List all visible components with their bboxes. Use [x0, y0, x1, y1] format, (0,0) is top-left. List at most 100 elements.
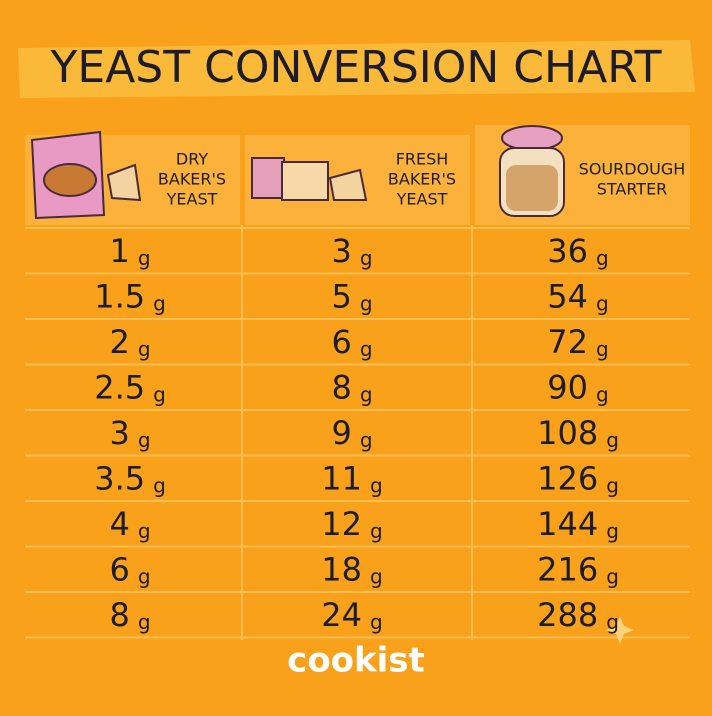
- cell-unit: g: [606, 473, 619, 497]
- cell-unit: g: [138, 428, 151, 452]
- cell-unit: g: [360, 337, 373, 361]
- cell-value: 24: [321, 596, 362, 634]
- cell-unit: g: [596, 291, 609, 315]
- cell: 288 g: [537, 596, 619, 634]
- cell-unit: g: [153, 473, 166, 497]
- title-band: [18, 40, 695, 98]
- cell-unit: g: [138, 337, 151, 361]
- cell-unit: g: [360, 246, 373, 270]
- cell: 18 g: [321, 551, 382, 589]
- cell-value: 3.5: [94, 460, 145, 498]
- column-header: SOURDOUGH: [579, 160, 686, 179]
- table-grid: [25, 225, 690, 640]
- cell-value: 12: [321, 505, 362, 543]
- cell-unit: g: [153, 291, 166, 315]
- icons: [30, 125, 565, 220]
- cell-unit: g: [596, 382, 609, 406]
- cell-value: 2: [109, 323, 129, 361]
- yeast-block-icon: [281, 161, 329, 201]
- crumb-icon: [328, 168, 368, 201]
- title: YEAST CONVERSION CHART: [50, 42, 662, 93]
- cell-value: 11: [321, 460, 362, 498]
- cell: 1.5 g: [94, 278, 166, 316]
- cell-value: 1.5: [94, 278, 145, 316]
- cell-value: 3: [331, 232, 351, 270]
- cell-unit: g: [370, 519, 383, 543]
- brand-logo: cookist: [287, 641, 425, 681]
- cell-value: 126: [537, 460, 598, 498]
- cell-unit: g: [360, 382, 373, 406]
- cell-unit: g: [370, 473, 383, 497]
- cell-unit: g: [596, 246, 609, 270]
- cell-value: 90: [547, 369, 588, 407]
- bread-icon: [43, 163, 97, 197]
- cell: 108 g: [537, 414, 619, 452]
- cell: 36 g: [547, 232, 608, 270]
- cell: 54 g: [547, 278, 608, 316]
- cell-unit: g: [606, 519, 619, 543]
- cell-value: 216: [537, 551, 598, 589]
- cell: 144 g: [537, 505, 619, 543]
- cell: 72 g: [547, 323, 608, 361]
- cell-unit: g: [360, 428, 373, 452]
- cell-unit: g: [360, 291, 373, 315]
- cell-value: 18: [321, 551, 362, 589]
- cell-value: 72: [547, 323, 588, 361]
- cell: 12 g: [321, 505, 382, 543]
- cell-unit: g: [606, 610, 619, 634]
- cell: 3.5 g: [94, 460, 166, 498]
- cell-unit: g: [606, 428, 619, 452]
- cell-value: 288: [537, 596, 598, 634]
- cell: 90 g: [547, 369, 608, 407]
- cell-value: 9: [331, 414, 351, 452]
- cell-value: 3: [109, 414, 129, 452]
- crumb-icon: [106, 163, 142, 202]
- column-header: DRY: [176, 150, 208, 169]
- cell-unit: g: [138, 610, 151, 634]
- cell-value: 8: [109, 596, 129, 634]
- sparkle: [606, 616, 634, 644]
- cell-unit: g: [596, 337, 609, 361]
- cell: 216 g: [537, 551, 619, 589]
- starter-icon: [506, 165, 558, 211]
- cell-unit: g: [153, 382, 166, 406]
- column-header: FRESH: [396, 150, 449, 169]
- cell-value: 6: [109, 551, 129, 589]
- wrapper-icon: [251, 157, 285, 199]
- cell-unit: g: [606, 564, 619, 588]
- cell-value: 144: [537, 505, 598, 543]
- column-header: BAKER'S: [388, 170, 456, 189]
- cell-value: 2.5: [94, 369, 145, 407]
- cell-value: 8: [331, 369, 351, 407]
- cell: 2.5 g: [94, 369, 166, 407]
- cell-value: 36: [547, 232, 588, 270]
- cell: 126 g: [537, 460, 619, 498]
- cell-value: 54: [547, 278, 588, 316]
- cell-value: 5: [331, 278, 351, 316]
- column-header: YEAST: [396, 190, 448, 209]
- cell-value: 108: [537, 414, 598, 452]
- column-header: STARTER: [597, 180, 668, 199]
- cell-unit: g: [138, 246, 151, 270]
- cell-unit: g: [138, 519, 151, 543]
- cell-unit: g: [370, 564, 383, 588]
- jar-lid-icon: [501, 125, 563, 151]
- column-header: BAKER'S: [158, 170, 226, 189]
- cell: 11 g: [321, 460, 382, 498]
- cell-value: 1: [109, 232, 129, 270]
- column-header: YEAST: [166, 190, 218, 209]
